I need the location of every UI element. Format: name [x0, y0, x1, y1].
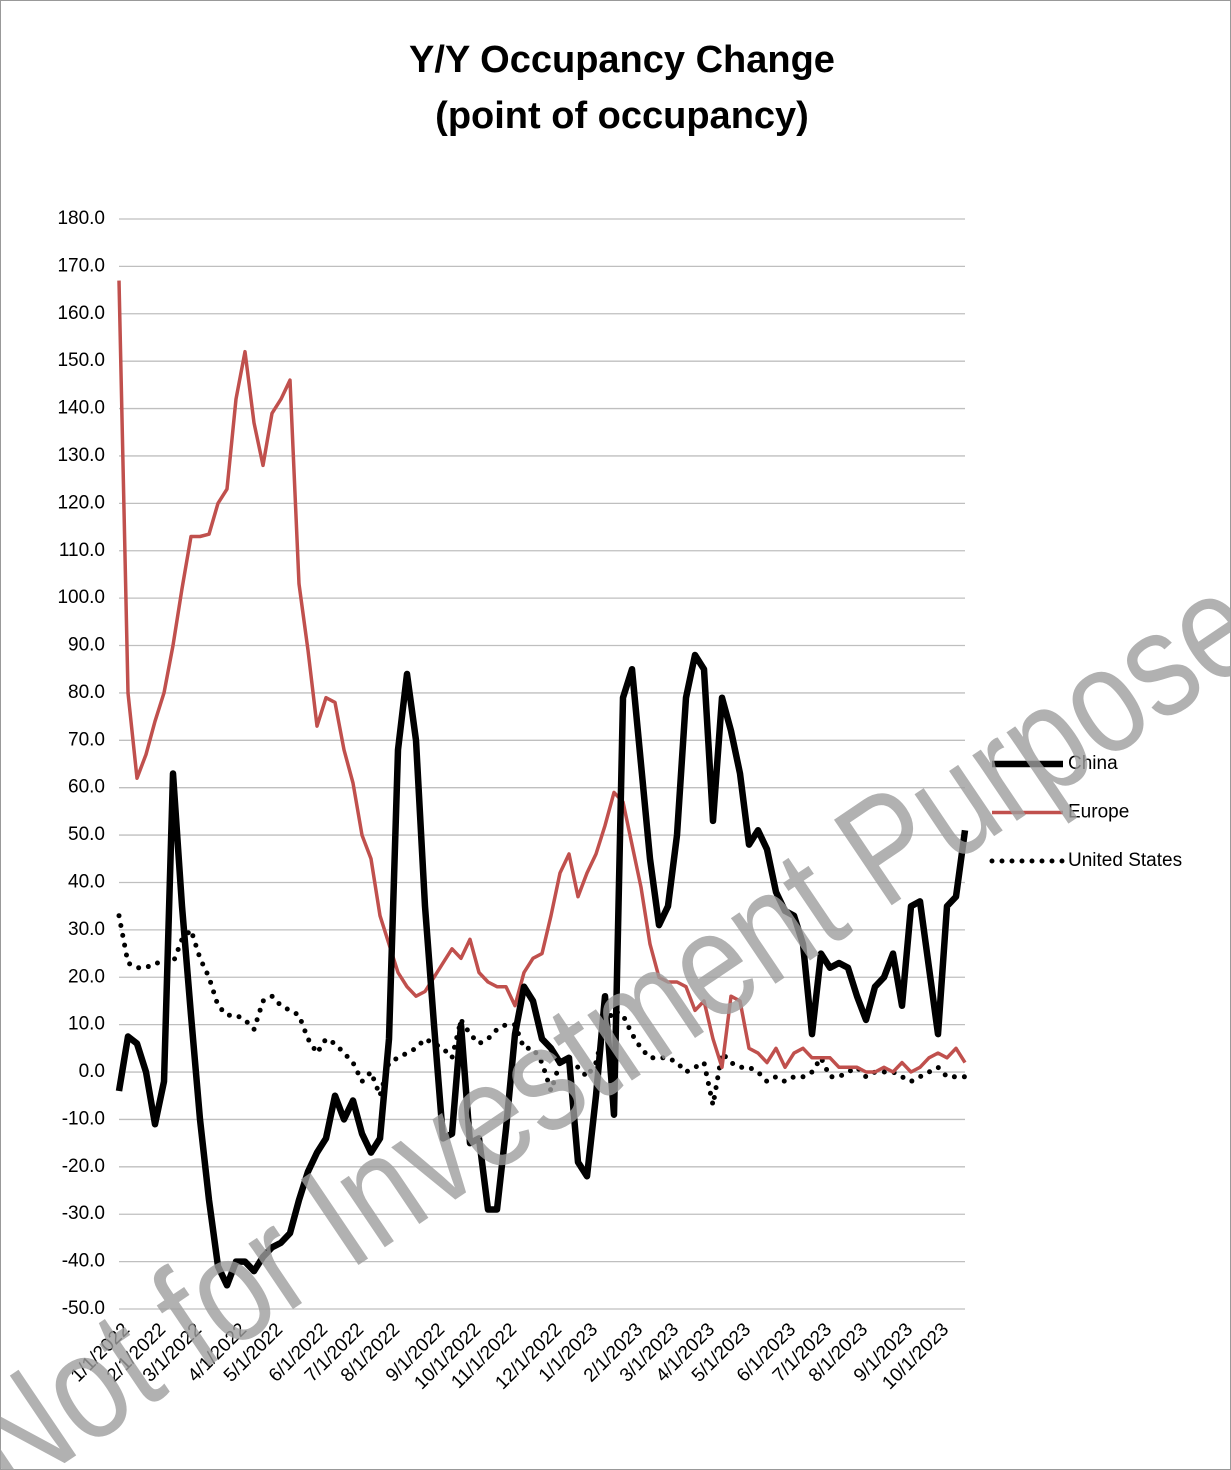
series-line: [117, 280, 967, 1074]
y-tick-label: 160.0: [57, 303, 105, 324]
y-tick-label: -10.0: [62, 1108, 105, 1129]
legend-label: China: [1068, 753, 1118, 774]
legend-label: United States: [1068, 850, 1182, 871]
y-tick-label: 180.0: [57, 208, 105, 229]
y-tick-label: 0.0: [79, 1061, 105, 1082]
y-tick-label: 70.0: [68, 729, 105, 750]
y-tick-label: 90.0: [68, 635, 105, 656]
series-line: [115, 651, 969, 1289]
chart-title: Y/Y Occupancy Change: [409, 39, 835, 81]
y-tick-label: 140.0: [57, 398, 105, 419]
y-tick-label: 20.0: [68, 966, 105, 987]
y-tick-label: 10.0: [68, 1014, 105, 1035]
series-line: [116, 913, 968, 1108]
y-tick-label: 60.0: [68, 777, 105, 798]
y-tick-label: 100.0: [57, 587, 105, 608]
y-tick-label: 110.0: [59, 540, 105, 561]
chart-subtitle: (point of occupancy): [435, 95, 809, 137]
y-tick-label: 40.0: [68, 871, 105, 892]
y-tick-label: 150.0: [57, 350, 105, 371]
y-tick-label: 30.0: [68, 919, 105, 940]
y-tick-label: -50.0: [62, 1298, 105, 1319]
y-tick-label: 120.0: [57, 492, 105, 513]
y-tick-label: -20.0: [62, 1156, 105, 1177]
y-tick-label: -40.0: [62, 1251, 105, 1272]
legend-label: Europe: [1068, 802, 1129, 823]
y-tick-label: 50.0: [68, 824, 105, 845]
y-tick-label: 80.0: [68, 682, 105, 703]
y-tick-label: -30.0: [62, 1203, 105, 1224]
y-tick-label: 170.0: [57, 255, 105, 276]
y-tick-label: 130.0: [57, 445, 105, 466]
